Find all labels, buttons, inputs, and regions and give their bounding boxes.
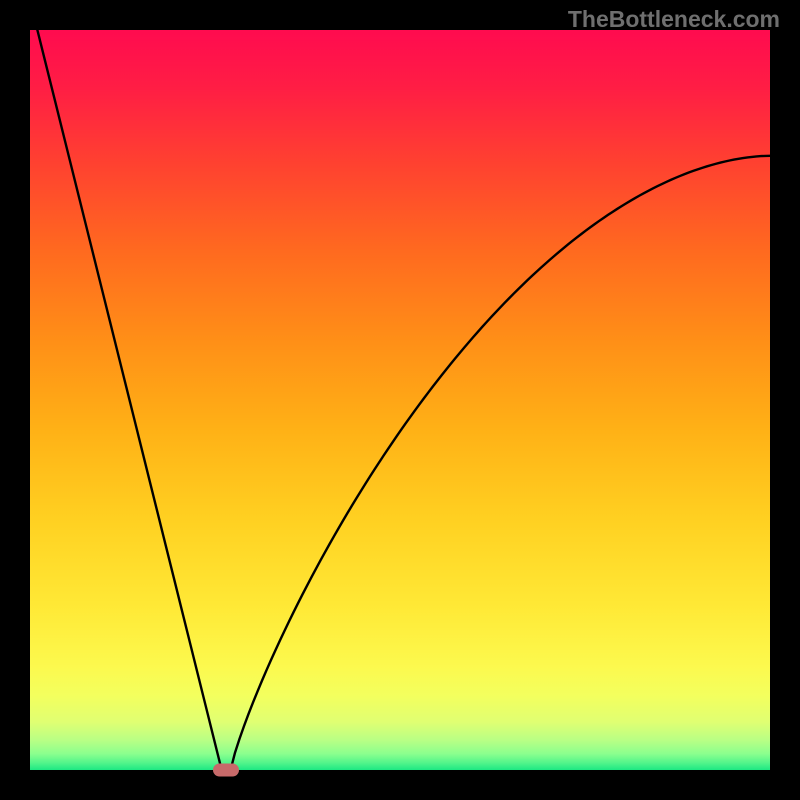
plot-area	[30, 30, 770, 770]
watermark-text: TheBottleneck.com	[568, 6, 780, 33]
minimum-marker	[213, 764, 239, 777]
plot-svg	[30, 30, 770, 770]
gradient-background	[30, 30, 770, 770]
chart-frame: TheBottleneck.com	[0, 0, 800, 800]
